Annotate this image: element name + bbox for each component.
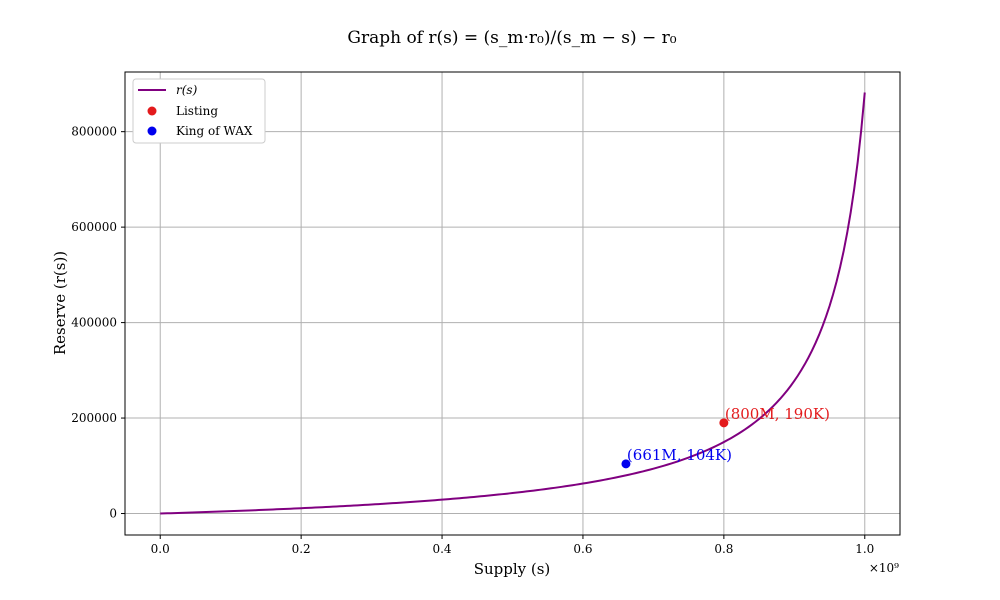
legend-marker [147,126,157,136]
chart-title: Graph of r(s) = (s_m·r₀)/(s_m − s) − r₀ [347,28,676,48]
x-axis-scale-label: ×10⁹ [869,561,899,575]
legend-box [132,78,266,144]
y-tick-label: 400000 [71,316,117,330]
x-tick-label: 0.8 [714,542,733,556]
series-line [160,92,866,515]
x-tick-label: 0.0 [151,542,170,556]
legend-label: King of WAX [176,124,253,138]
x-tick-label: 0.6 [573,542,592,556]
y-tick-label: 800000 [71,125,117,139]
legend-label: r(s) [176,83,198,97]
axis-ticks: 0.0 0.2 0.4 0.6 0.8 1.0 0 200000 400000 600000 800… [71,125,874,556]
y-tick-label: 600000 [71,220,117,234]
plot-frame [124,71,901,536]
y-axis-label: Reserve (r(s)) [51,251,69,355]
x-axis-label: Supply (s) [474,560,551,578]
y-tick-label: 0 [109,507,117,521]
legend: r(s) Listing King of WAX [132,78,266,144]
point-annotation: (800M, 190K) [725,405,830,423]
x-tick-label: 0.4 [432,542,451,556]
data-point [621,459,631,469]
point-annotation: (661M, 104K) [627,446,732,464]
legend-label: Listing [176,104,218,118]
data-point [719,418,729,428]
x-tick-label: 0.2 [292,542,311,556]
series-layer [160,92,866,515]
legend-marker [147,106,157,116]
x-tick-label: 1.0 [855,542,874,556]
points-layer: (800M, 190K) (661M, 104K) [621,405,830,469]
y-tick-label: 200000 [71,411,117,425]
